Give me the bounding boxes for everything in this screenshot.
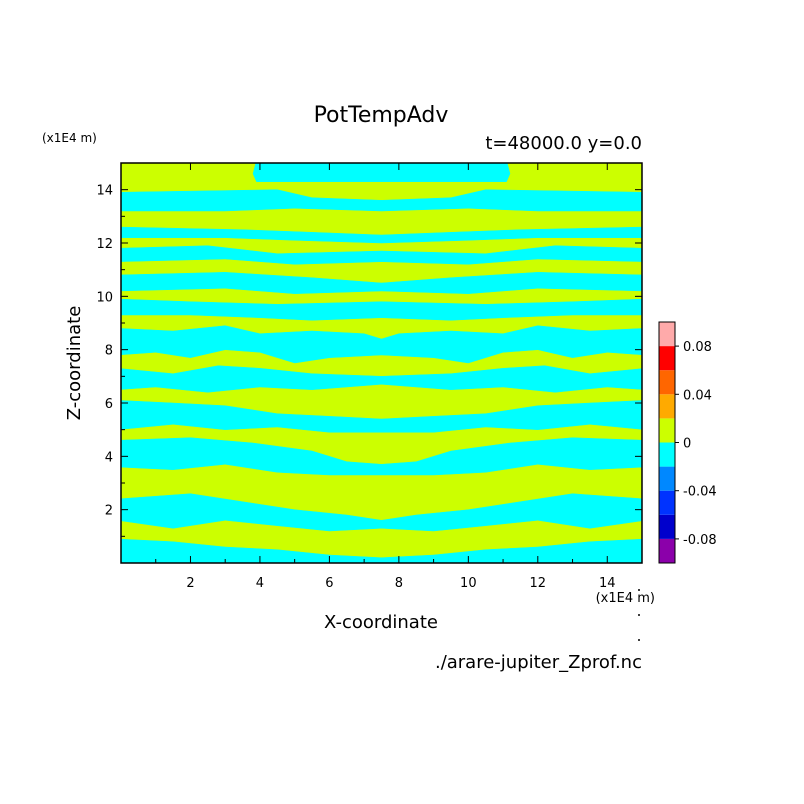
colorbar-segment bbox=[659, 346, 675, 371]
field-negative-regions bbox=[121, 163, 642, 563]
field-region-negative bbox=[381, 437, 642, 476]
colorbar-segment bbox=[659, 394, 675, 419]
colorbar-tick-label: 0.08 bbox=[683, 340, 712, 355]
y-tick-label: 6 bbox=[105, 397, 113, 412]
y-axis-label: Z-coordinate bbox=[64, 306, 85, 421]
colorbar-tick-label: 0 bbox=[683, 437, 691, 452]
x-tick-label: 4 bbox=[256, 576, 264, 591]
field-region-negative bbox=[121, 325, 382, 364]
x-tick-label: 8 bbox=[395, 576, 403, 591]
x-axis-label: X-coordinate bbox=[324, 612, 438, 633]
y-tick-label: 8 bbox=[105, 344, 113, 359]
y-tick-label: 4 bbox=[105, 450, 113, 465]
field-region-negative bbox=[381, 189, 642, 212]
colorbar-segment bbox=[659, 370, 675, 395]
field-region-negative bbox=[381, 400, 642, 433]
y-tick-label: 14 bbox=[96, 184, 113, 199]
field-region-negative bbox=[252, 163, 382, 182]
field-region-negative bbox=[381, 298, 642, 321]
chart-subtitle: t=48000.0 y=0.0 bbox=[485, 133, 642, 154]
marker-dot bbox=[638, 614, 640, 616]
field-region-negative bbox=[381, 325, 642, 364]
x-tick-label: 10 bbox=[460, 576, 477, 591]
x-tick-label: 14 bbox=[599, 576, 616, 591]
field-region-negative bbox=[381, 163, 511, 182]
plot-area bbox=[121, 163, 642, 563]
x-tick-label: 6 bbox=[325, 576, 333, 591]
x-axis: 2 4 6 8 10 12 14 bbox=[155, 163, 616, 591]
field-region-negative bbox=[381, 272, 642, 294]
marker-dot bbox=[638, 639, 640, 641]
marker-dot bbox=[638, 589, 640, 591]
colorbar: 0.08 0.04 0 -0.04 -0.08 bbox=[658, 321, 717, 564]
x-tick-label: 2 bbox=[186, 576, 194, 591]
colorbar-segment bbox=[659, 322, 675, 347]
y-axis: 2 4 6 8 10 12 14 bbox=[96, 184, 642, 537]
colorbar-segment bbox=[659, 538, 675, 563]
field-region-negative bbox=[381, 245, 642, 265]
colorbar-segment bbox=[659, 442, 675, 467]
field-region-negative bbox=[381, 493, 642, 532]
y-tick-label: 2 bbox=[105, 504, 113, 519]
colorbar-tick-label: 0.04 bbox=[683, 388, 712, 403]
field-region-negative bbox=[381, 365, 642, 393]
plot-frame bbox=[120, 162, 643, 564]
y-tick-label: 12 bbox=[96, 237, 113, 252]
source-file-label: ./arare-jupiter_Zprof.nc bbox=[435, 652, 642, 673]
y-tick-label: 10 bbox=[96, 290, 113, 305]
field-region-negative bbox=[121, 538, 382, 563]
colorbar-segment bbox=[659, 490, 675, 515]
colorbar-segment bbox=[659, 466, 675, 491]
x-unit-label: (x1E4 m) bbox=[596, 591, 655, 606]
field-region-negative bbox=[121, 298, 382, 321]
x-tick-label: 12 bbox=[530, 576, 547, 591]
colorbar-tick-label: -0.04 bbox=[683, 485, 717, 500]
field-region-negative bbox=[381, 226, 642, 244]
colorbar-segment bbox=[659, 418, 675, 443]
colorbar-segment bbox=[659, 514, 675, 539]
field-region-negative bbox=[381, 538, 642, 563]
y-unit-label: (x1E4 m) bbox=[42, 131, 97, 145]
chart-title: PotTempAdv bbox=[314, 103, 449, 128]
colorbar-tick-label: -0.08 bbox=[683, 533, 717, 548]
